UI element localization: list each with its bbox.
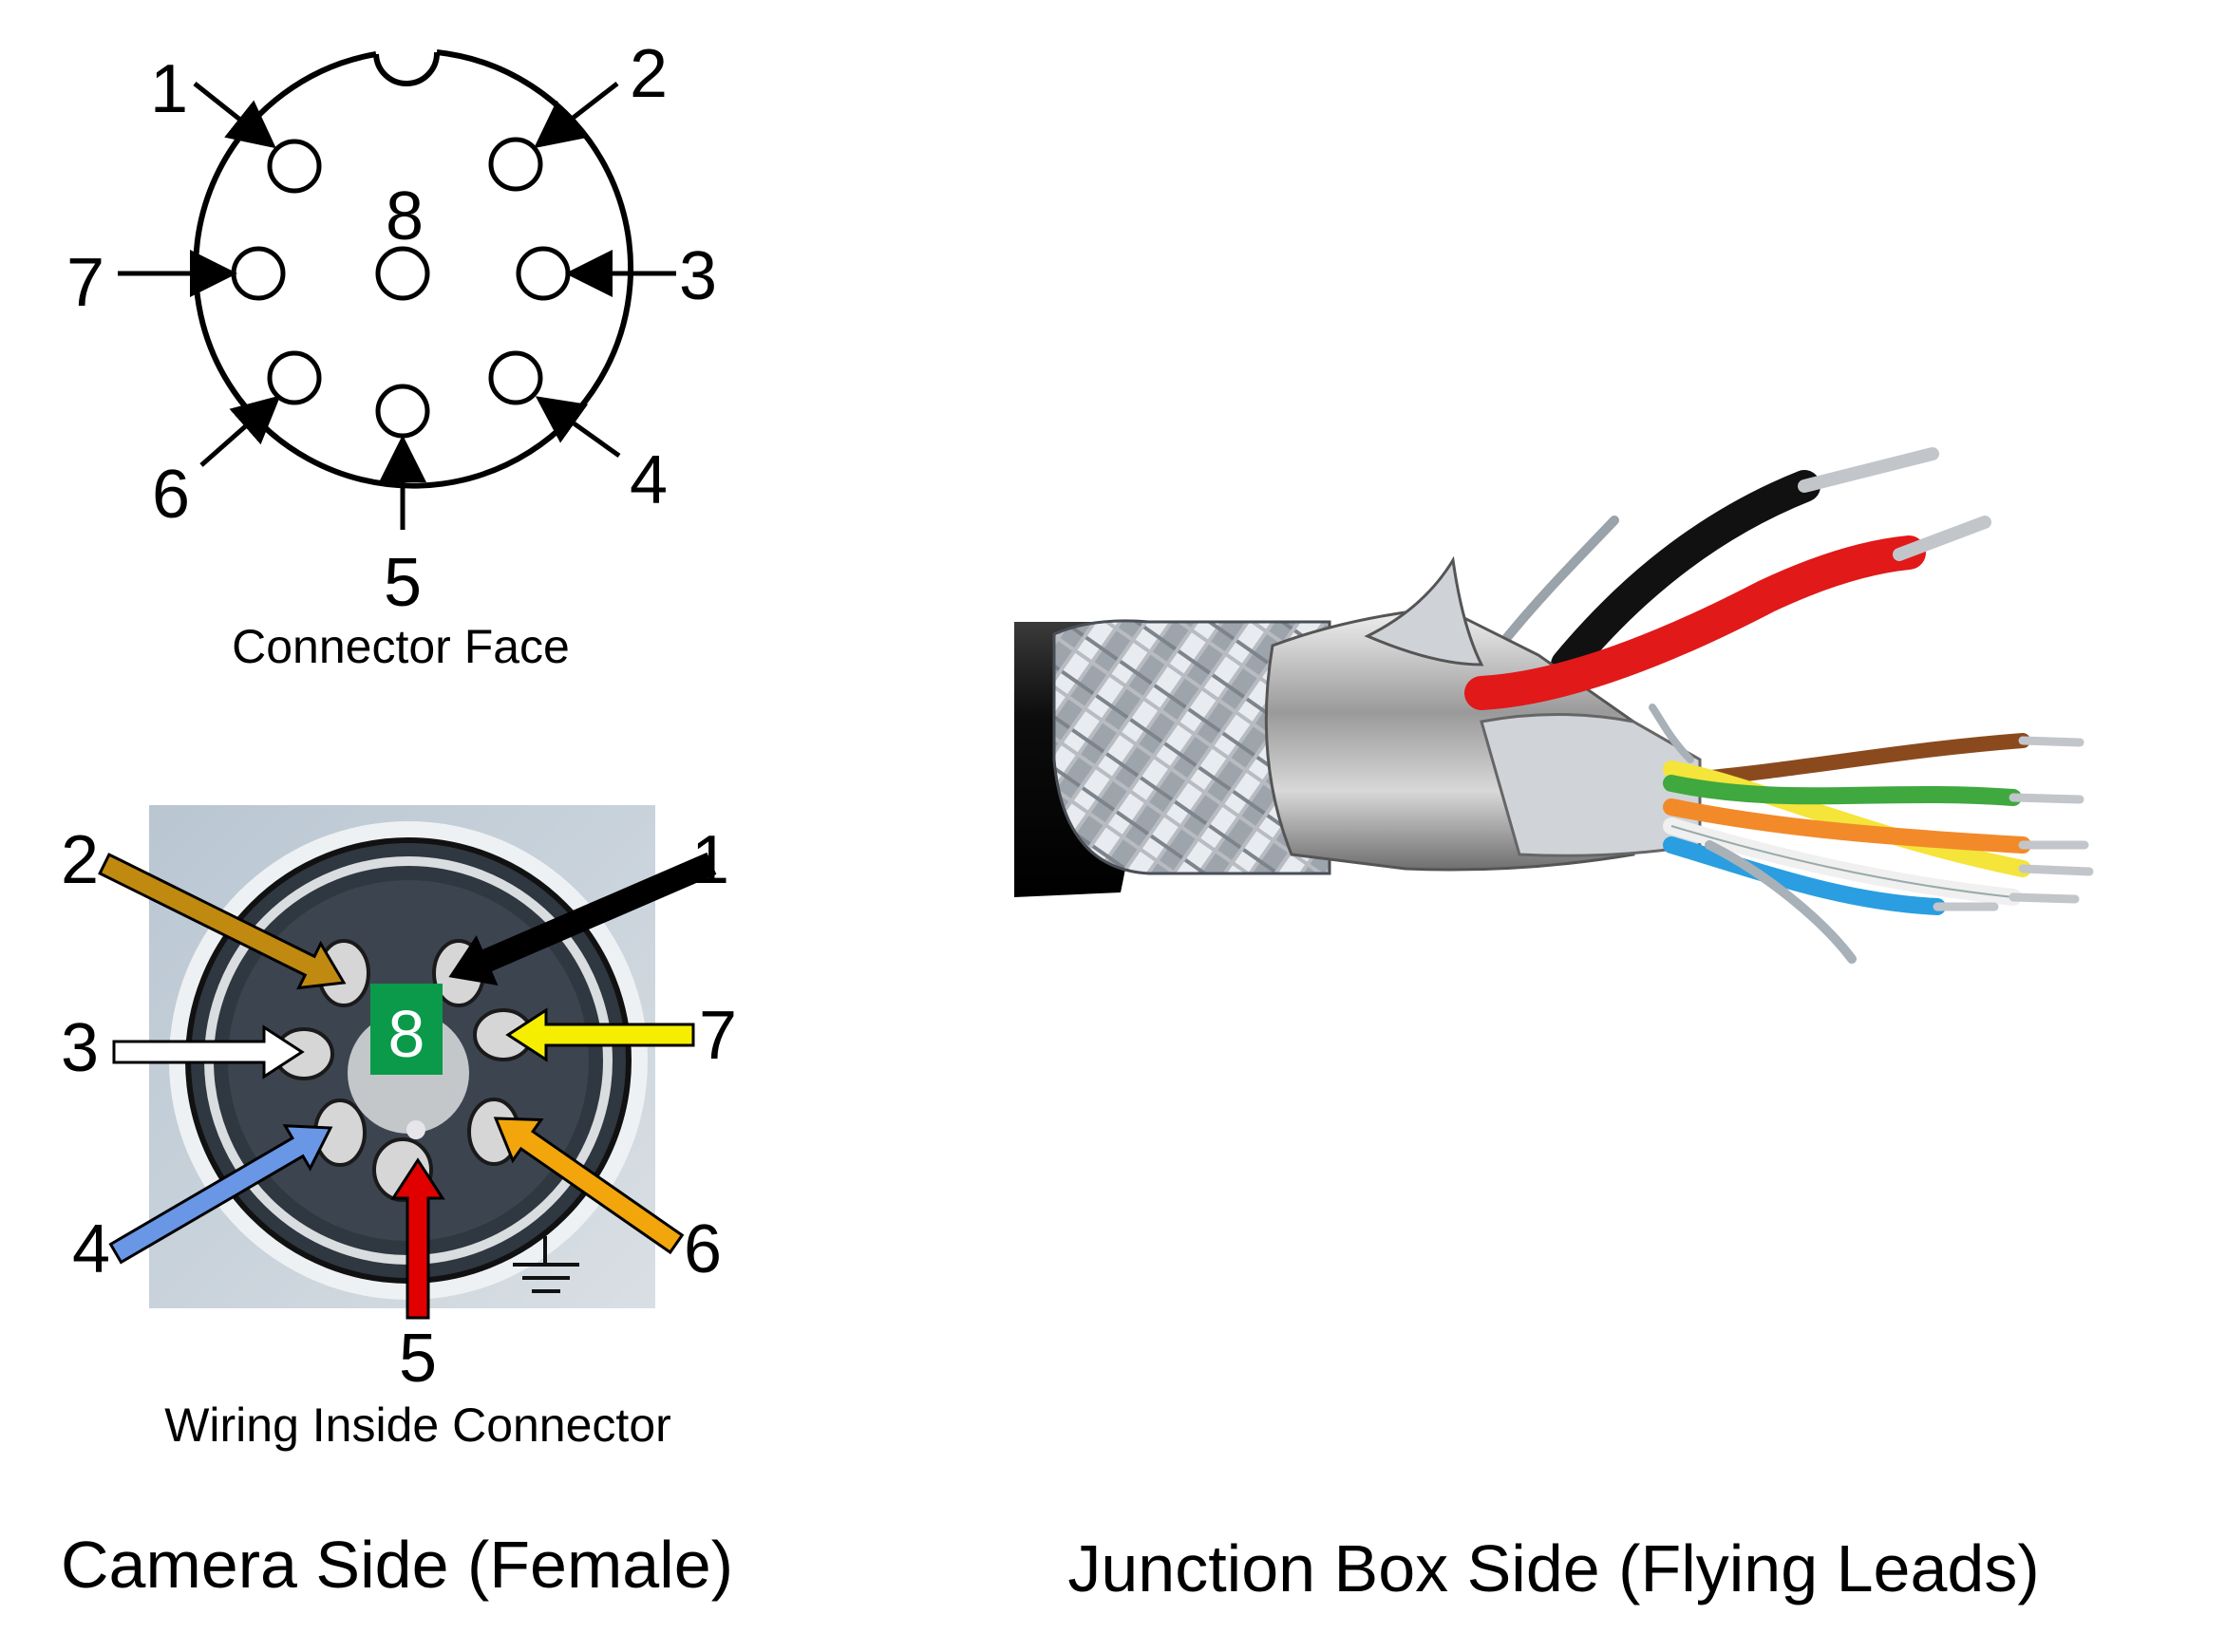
wiring-pin-6-arrow [493,1117,685,1255]
green-wire-tip [2009,793,2085,804]
wire-arrows [98,852,717,1320]
wiring-inside-connector-diagram: 8 1 2 3 4 5 6 7 Wiring Inside Connector [61,805,737,1452]
face-pin-6-arrow [199,395,281,467]
white-wire-tip [2009,892,2080,904]
junction-box-side-caption: Junction Box Side (Flying Leads) [1067,1531,2039,1605]
green-wire [1663,775,2022,806]
black-wire-strands [1798,447,1939,493]
pin-8-badge-label: 8 [388,997,425,1071]
cable-braid [1052,619,1331,875]
face-pin-2-label: 2 [630,36,668,112]
face-pin-5-label: 5 [384,545,422,621]
face-pin-6-label: 6 [152,457,190,533]
black-wire [1551,470,1820,681]
wiring-pin-3-label: 3 [61,1010,99,1086]
wiring-pin-4-label: 4 [72,1211,110,1287]
face-pin-8-hole [375,246,430,301]
connector-face-caption: Connector Face [232,620,570,673]
wiring-pin-7-arrow [505,1007,695,1062]
wiring-pin-5-arrow [390,1157,445,1320]
face-pin-4-label: 4 [630,442,668,518]
connector-face-diagram: 1 2 3 4 5 6 7 8 Connector Face [66,36,717,673]
drain-wire-top [1496,516,1619,650]
cable-foil-flap [1364,555,1484,666]
yellow-wire [1663,760,2031,877]
red-wire [1464,535,1926,710]
face-pin-1-hole [267,139,322,194]
wiring-pin-5-label: 5 [399,1321,437,1397]
wiring-pin-1-label: 1 [691,822,729,898]
wiring-pin-2-arrow [98,853,347,990]
center-pin-dot [406,1120,425,1139]
wiring-caption: Wiring Inside Connector [164,1399,671,1452]
solder-cups [274,939,534,1202]
face-pin-8-label: 8 [386,178,424,254]
wiring-pin-4-arrow [108,1124,333,1265]
drain-wire-mid [1649,704,1694,763]
cable-illustration [1014,447,2094,964]
brown-wire [1692,733,2030,786]
connector-outline [193,49,634,489]
face-pin-7-hole [231,246,286,301]
face-pin-6-hole [267,350,322,405]
brown-wire-tip [2018,736,2085,747]
white-wire-outline [1670,825,2014,898]
drain-wire-bottom [1705,840,1857,964]
face-pin-4-arrow [535,396,621,459]
ground-icon [513,1236,579,1293]
red-wire-strands [1893,516,1991,561]
wiring-pin-6-label: 6 [684,1211,722,1287]
face-pin-5-hole [375,384,430,439]
yellow-wire-tip [2018,864,2094,876]
blue-wire [1663,836,1946,915]
orange-wire [1663,798,2031,854]
pin-8-badge [370,984,443,1075]
wiring-pin-7-label: 7 [699,998,737,1074]
face-pin-4-hole [488,350,543,405]
face-pin-1-label: 1 [150,51,188,127]
wiring-pin-3-arrow [112,1024,305,1079]
face-pin-1-arrow [193,82,276,149]
face-pin-7-label: 7 [66,245,104,321]
face-pin-3-hole [516,246,571,301]
wiring-pin-1-arrow [448,852,717,986]
face-pin-3-label: 3 [679,238,717,314]
connector-key-notch [373,51,441,86]
face-pin-2-arrow [534,82,619,149]
wiring-pin-2-label: 2 [61,822,99,898]
face-pin-2-hole [488,137,543,192]
camera-side-caption: Camera Side (Female) [61,1528,733,1602]
